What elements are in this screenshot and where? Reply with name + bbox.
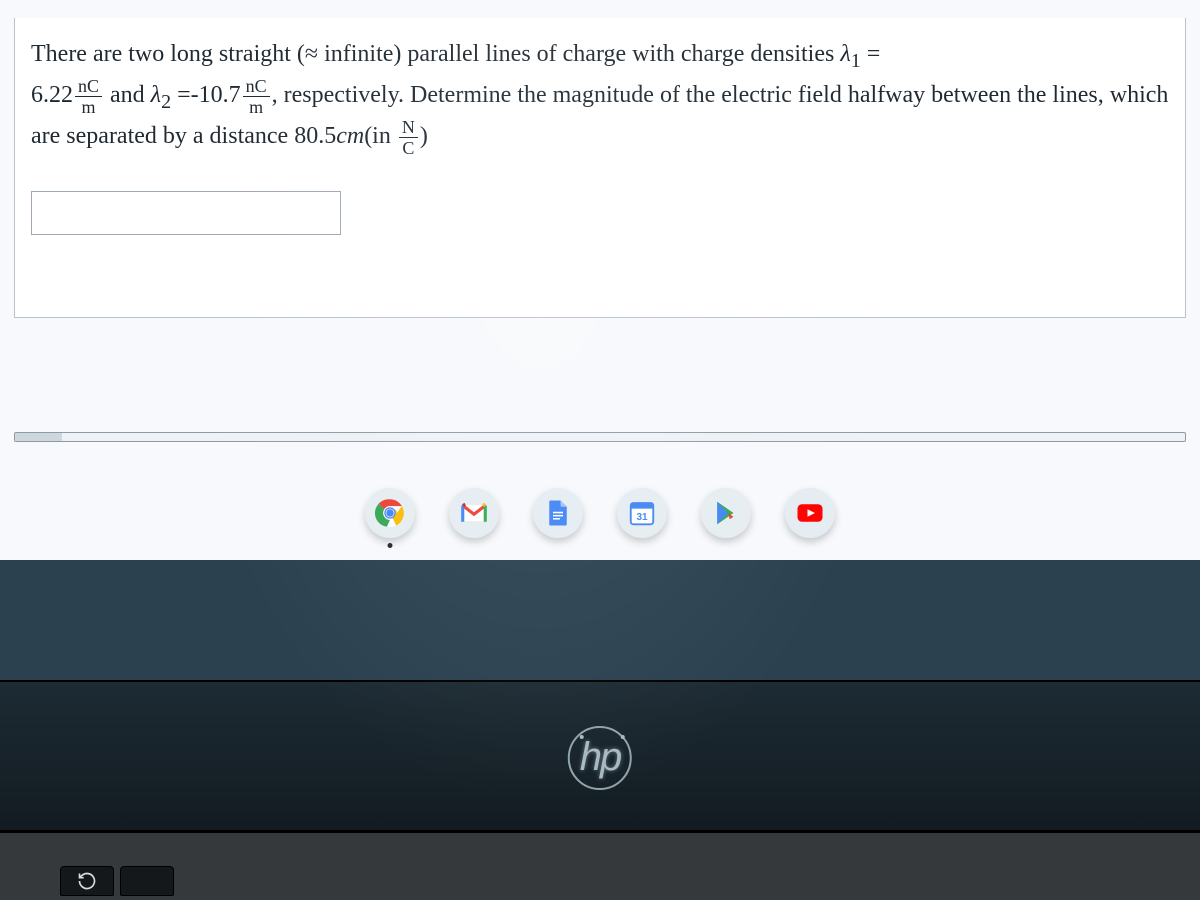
keyboard — [0, 830, 1200, 900]
subscript-1: 1 — [851, 50, 861, 72]
answer-input[interactable] — [31, 191, 341, 235]
chrome-icon[interactable] — [365, 488, 415, 538]
text-and: and — [104, 82, 151, 108]
refresh-key[interactable] — [60, 866, 114, 896]
unit-n-over-c: NC — [399, 118, 418, 157]
equals-1: = — [861, 41, 881, 67]
gmail-icon[interactable] — [449, 488, 499, 538]
progress-fill — [15, 433, 62, 441]
value-lambda1: 6.22 — [31, 82, 73, 108]
text-segment: There are two long straight (≈ infinite)… — [31, 41, 840, 67]
svg-text:31: 31 — [636, 512, 648, 523]
symbol-lambda1: λ — [840, 41, 850, 67]
unit-nc-over-m-1: nCm — [75, 77, 102, 116]
calendar-icon[interactable]: 31 — [617, 488, 667, 538]
distance-value: 80.5 — [294, 123, 336, 149]
symbol-lambda2: λ — [151, 82, 161, 108]
hp-logo: hp — [580, 735, 621, 780]
value-lambda2: -10.7 — [191, 82, 241, 108]
question-card: There are two long straight (≈ infinite)… — [14, 18, 1186, 318]
docs-icon[interactable] — [533, 488, 583, 538]
question-text: There are two long straight (≈ infinite)… — [31, 36, 1169, 157]
equals-2: = — [171, 82, 191, 108]
keyboard-key[interactable] — [120, 866, 174, 896]
distance-unit: cm — [336, 123, 364, 149]
text-close: ) — [420, 123, 428, 149]
progress-track — [14, 432, 1186, 442]
progress-bar — [14, 432, 1186, 442]
quiz-page: There are two long straight (≈ infinite)… — [0, 0, 1200, 560]
youtube-icon[interactable] — [785, 488, 835, 538]
text-in: (in — [364, 123, 397, 149]
play-store-icon[interactable] — [701, 488, 751, 538]
unit-nc-over-m-2: nCm — [243, 77, 270, 116]
taskbar-dock: 31 — [365, 488, 835, 538]
subscript-2: 2 — [161, 91, 171, 113]
